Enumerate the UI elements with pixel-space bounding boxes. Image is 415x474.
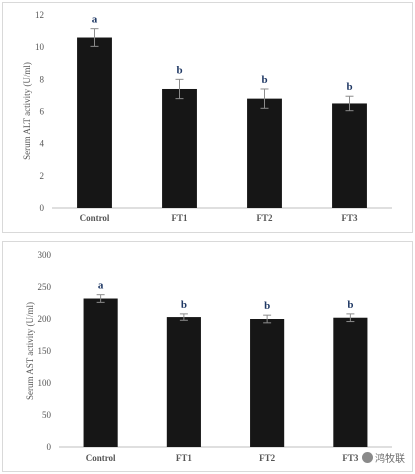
ast-chart: 0 50 100 150 200 250 300 Serum AST activity (U/… [25, 250, 392, 463]
significance-label: b [347, 299, 353, 311]
significance-label: a [92, 14, 98, 26]
y-tick-label: 0 [40, 203, 45, 213]
alt-chart: 0 2 4 6 8 10 12 Serum ALT activity (U/ml) a Contr… [22, 10, 392, 223]
y-tick-label: 2 [40, 171, 45, 181]
y-axis-label: Serum ALT activity (U/ml) [22, 62, 32, 160]
y-tick-label: 6 [40, 107, 45, 117]
bar [83, 298, 118, 447]
bar [250, 319, 285, 447]
bar [247, 98, 282, 208]
y-tick-label: 12 [35, 10, 44, 20]
y-tick-label: 50 [42, 410, 52, 420]
significance-label: b [181, 299, 187, 311]
x-tick-label: FT2 [256, 213, 273, 223]
y-tick-label: 8 [40, 74, 45, 84]
y-tick-label: 150 [38, 346, 52, 356]
y-axis-label: Serum AST activity (U/ml) [25, 302, 35, 400]
significance-label: a [98, 280, 104, 292]
significance-label: b [176, 64, 182, 76]
y-tick-label: 250 [38, 282, 52, 292]
x-tick-label: FT3 [341, 213, 358, 223]
bar [77, 37, 112, 209]
x-tick-label: FT1 [176, 453, 193, 463]
y-tick-label: 300 [38, 250, 52, 260]
y-tick-label: 200 [38, 314, 52, 324]
y-tick-label: 100 [38, 378, 52, 388]
y-tick-label: 0 [47, 442, 52, 452]
x-tick-label: FT3 [342, 453, 359, 463]
x-tick-label: Control [80, 213, 110, 223]
bar [333, 317, 368, 447]
significance-label: b [261, 74, 267, 86]
significance-label: b [346, 81, 352, 93]
x-tick-label: Control [86, 453, 116, 463]
significance-label: b [264, 300, 270, 312]
watermark-logo-icon [362, 452, 373, 463]
x-tick-label: FT1 [171, 213, 188, 223]
y-tick-label: 10 [35, 42, 45, 52]
y-tick-label: 4 [40, 139, 45, 149]
bar [162, 88, 197, 208]
x-tick-label: FT2 [259, 453, 276, 463]
bar [332, 103, 367, 208]
watermark: 鸿牧联 [362, 450, 405, 465]
bar [166, 317, 201, 447]
watermark-text: 鸿牧联 [375, 454, 405, 465]
